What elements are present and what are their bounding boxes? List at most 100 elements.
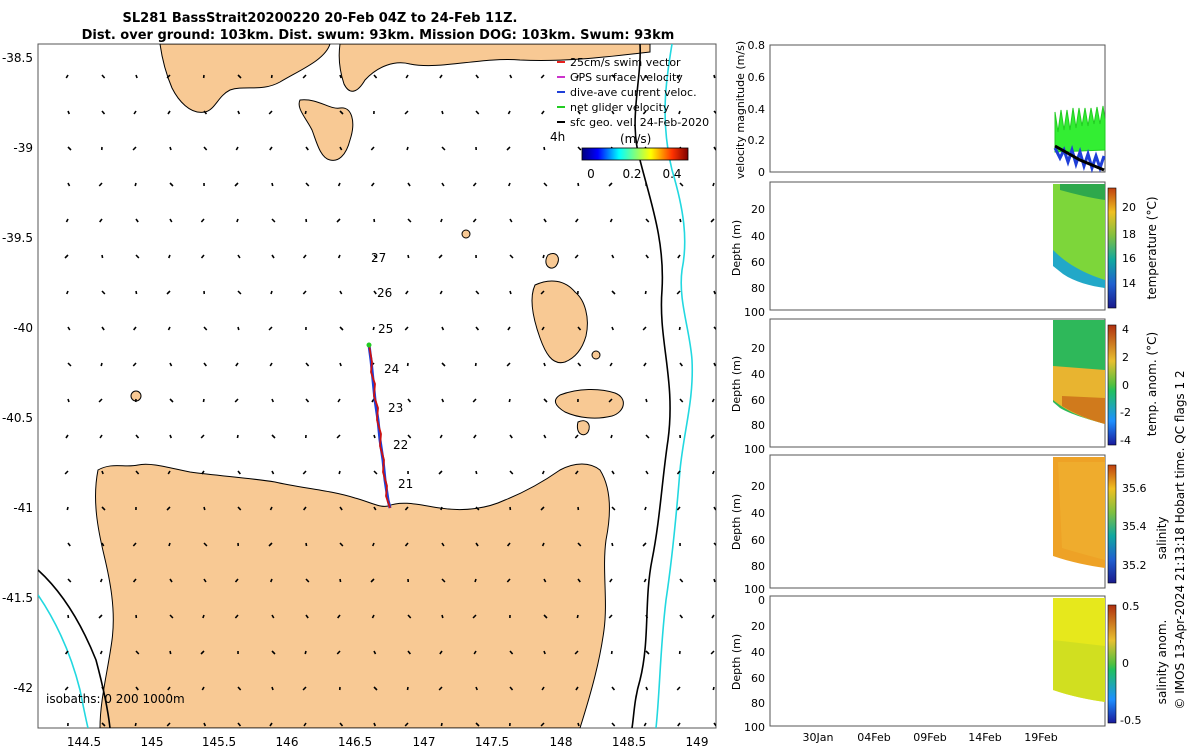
velocity-arrow: [475, 686, 478, 691]
velocity-arrow: [336, 218, 341, 223]
velocity-arrow: [440, 218, 443, 223]
lon-tick: 144.5: [67, 735, 101, 749]
velocity-arrow: [373, 650, 377, 655]
lat-tick: -39.5: [2, 231, 33, 245]
velocity-arrow: [611, 542, 614, 547]
velocity-arrow: [645, 218, 650, 223]
sal-anom-cbar-label: salinity anom.: [1155, 620, 1169, 705]
velocity-arrow: [472, 398, 477, 403]
date-tick: 04Feb: [857, 731, 890, 744]
velocity-arrow: [305, 182, 310, 187]
velocity-frame: [769, 44, 1106, 173]
cbar-tick: -2: [1120, 406, 1131, 419]
temperature-panel: 20 40 60 80 100 Depth (m) 20 18 16 14 te…: [730, 181, 1159, 319]
velocity-arrow: [611, 110, 615, 115]
velocity-arrow: [134, 722, 137, 727]
velocity-arrow: [370, 146, 375, 151]
temp-anom-colorbar: [1107, 324, 1117, 446]
velocity-arrow: [678, 110, 681, 115]
velocity-arrow: [135, 650, 140, 655]
velocity-arrow: [608, 182, 613, 187]
velocity-arrow: [271, 218, 276, 223]
velocity-arrow: [711, 254, 715, 259]
depth-tick: 20: [751, 620, 765, 633]
velocity-arrow: [676, 74, 681, 79]
velocity-arrow: [339, 110, 344, 115]
temperature-surface-layer: [1060, 184, 1105, 200]
velocity-arrow: [237, 290, 242, 295]
velocity-arrow: [679, 578, 684, 583]
velocity-arrow: [203, 362, 207, 367]
velocity-arrow: [101, 110, 106, 115]
velocity-arrow: [543, 182, 548, 187]
velocity-arrow: [509, 74, 513, 79]
velocity-arrow: [676, 506, 681, 511]
velocity-arrow: [302, 290, 307, 295]
velocity-arrow: [472, 182, 477, 187]
velocity-arrow: [65, 434, 69, 439]
velocity-arrow: [268, 326, 273, 331]
sal-anom-frame: [769, 595, 1106, 727]
velocity-arrow: [166, 722, 171, 727]
velocity-arrow: [441, 578, 446, 583]
lon-tick: 148: [550, 735, 573, 749]
sal-anom-ylabel: Depth (m): [730, 634, 743, 690]
velocity-arrow: [509, 218, 513, 223]
velocity-arrow: [372, 326, 375, 331]
day-label: 25: [378, 322, 393, 336]
velocity-arrow: [609, 218, 613, 223]
velocity-arrow: [303, 506, 307, 511]
velocity-arrow: [169, 146, 172, 151]
velocity-arrow: [475, 722, 480, 727]
velocity-arrow: [98, 614, 103, 619]
velocity-arrow: [678, 326, 681, 331]
velocity-arrow: [577, 722, 580, 727]
lat-tick: -40: [13, 321, 33, 335]
velocity-arrow: [404, 110, 409, 115]
velocity-arrow: [541, 470, 545, 475]
day-label: 24: [384, 362, 399, 376]
velocity-arrow: [541, 326, 545, 331]
velocity-arrow: [712, 686, 715, 691]
velocity-arrow: [576, 74, 579, 79]
velocity-arrow: [203, 506, 206, 511]
velocity-arrow: [373, 254, 378, 259]
velocity-arrow: [712, 182, 715, 187]
velocity-arrow: [677, 722, 681, 727]
lon-tick: 147.5: [475, 735, 509, 749]
velocity-arrow: [202, 614, 205, 619]
velocity-arrow: [302, 254, 307, 259]
velocity-arrow: [713, 146, 716, 151]
lat-tick: -38.5: [2, 51, 33, 65]
velocity-arrow: [67, 326, 71, 331]
velocity-arrow: [235, 146, 239, 151]
legend-dive-current: dive-ave current veloc.: [570, 86, 697, 99]
velocity-arrow: [339, 722, 344, 727]
lat-tick: -42: [13, 681, 33, 695]
temperature-ylabel: Depth (m): [730, 220, 743, 276]
velocity-arrow: [507, 110, 511, 115]
velocity-arrow: [542, 254, 545, 259]
velocity-arrow: [64, 686, 69, 691]
cbar-tick: -4: [1120, 434, 1131, 447]
velocity-arrow: [305, 542, 308, 547]
velocity-arrow: [66, 506, 69, 511]
vel-tick: 0.2: [748, 134, 766, 147]
swim-vector-track: [368, 344, 391, 509]
velocity-arrow: [710, 650, 715, 655]
velocity-arrow: [475, 110, 480, 115]
velocity-arrow: [234, 578, 239, 583]
velocity-arrow: [711, 470, 715, 475]
velocity-arrow: [608, 614, 613, 619]
velocity-arrow: [336, 434, 341, 439]
footer-credit: © IMOS 13-Apr-2024 21:13:18 Hobart time.…: [1173, 370, 1187, 709]
velocity-arrow: [135, 218, 139, 223]
depth-tick: 60: [751, 534, 765, 547]
lon-tick: 146.5: [338, 735, 372, 749]
velocity-arrow: [373, 506, 377, 511]
velocity-arrow: [407, 614, 412, 619]
velocity-arrow: [540, 290, 545, 295]
day-label: 27: [371, 251, 386, 265]
colorbar-tick: 0: [587, 167, 595, 181]
velocity-arrow: [611, 290, 616, 295]
